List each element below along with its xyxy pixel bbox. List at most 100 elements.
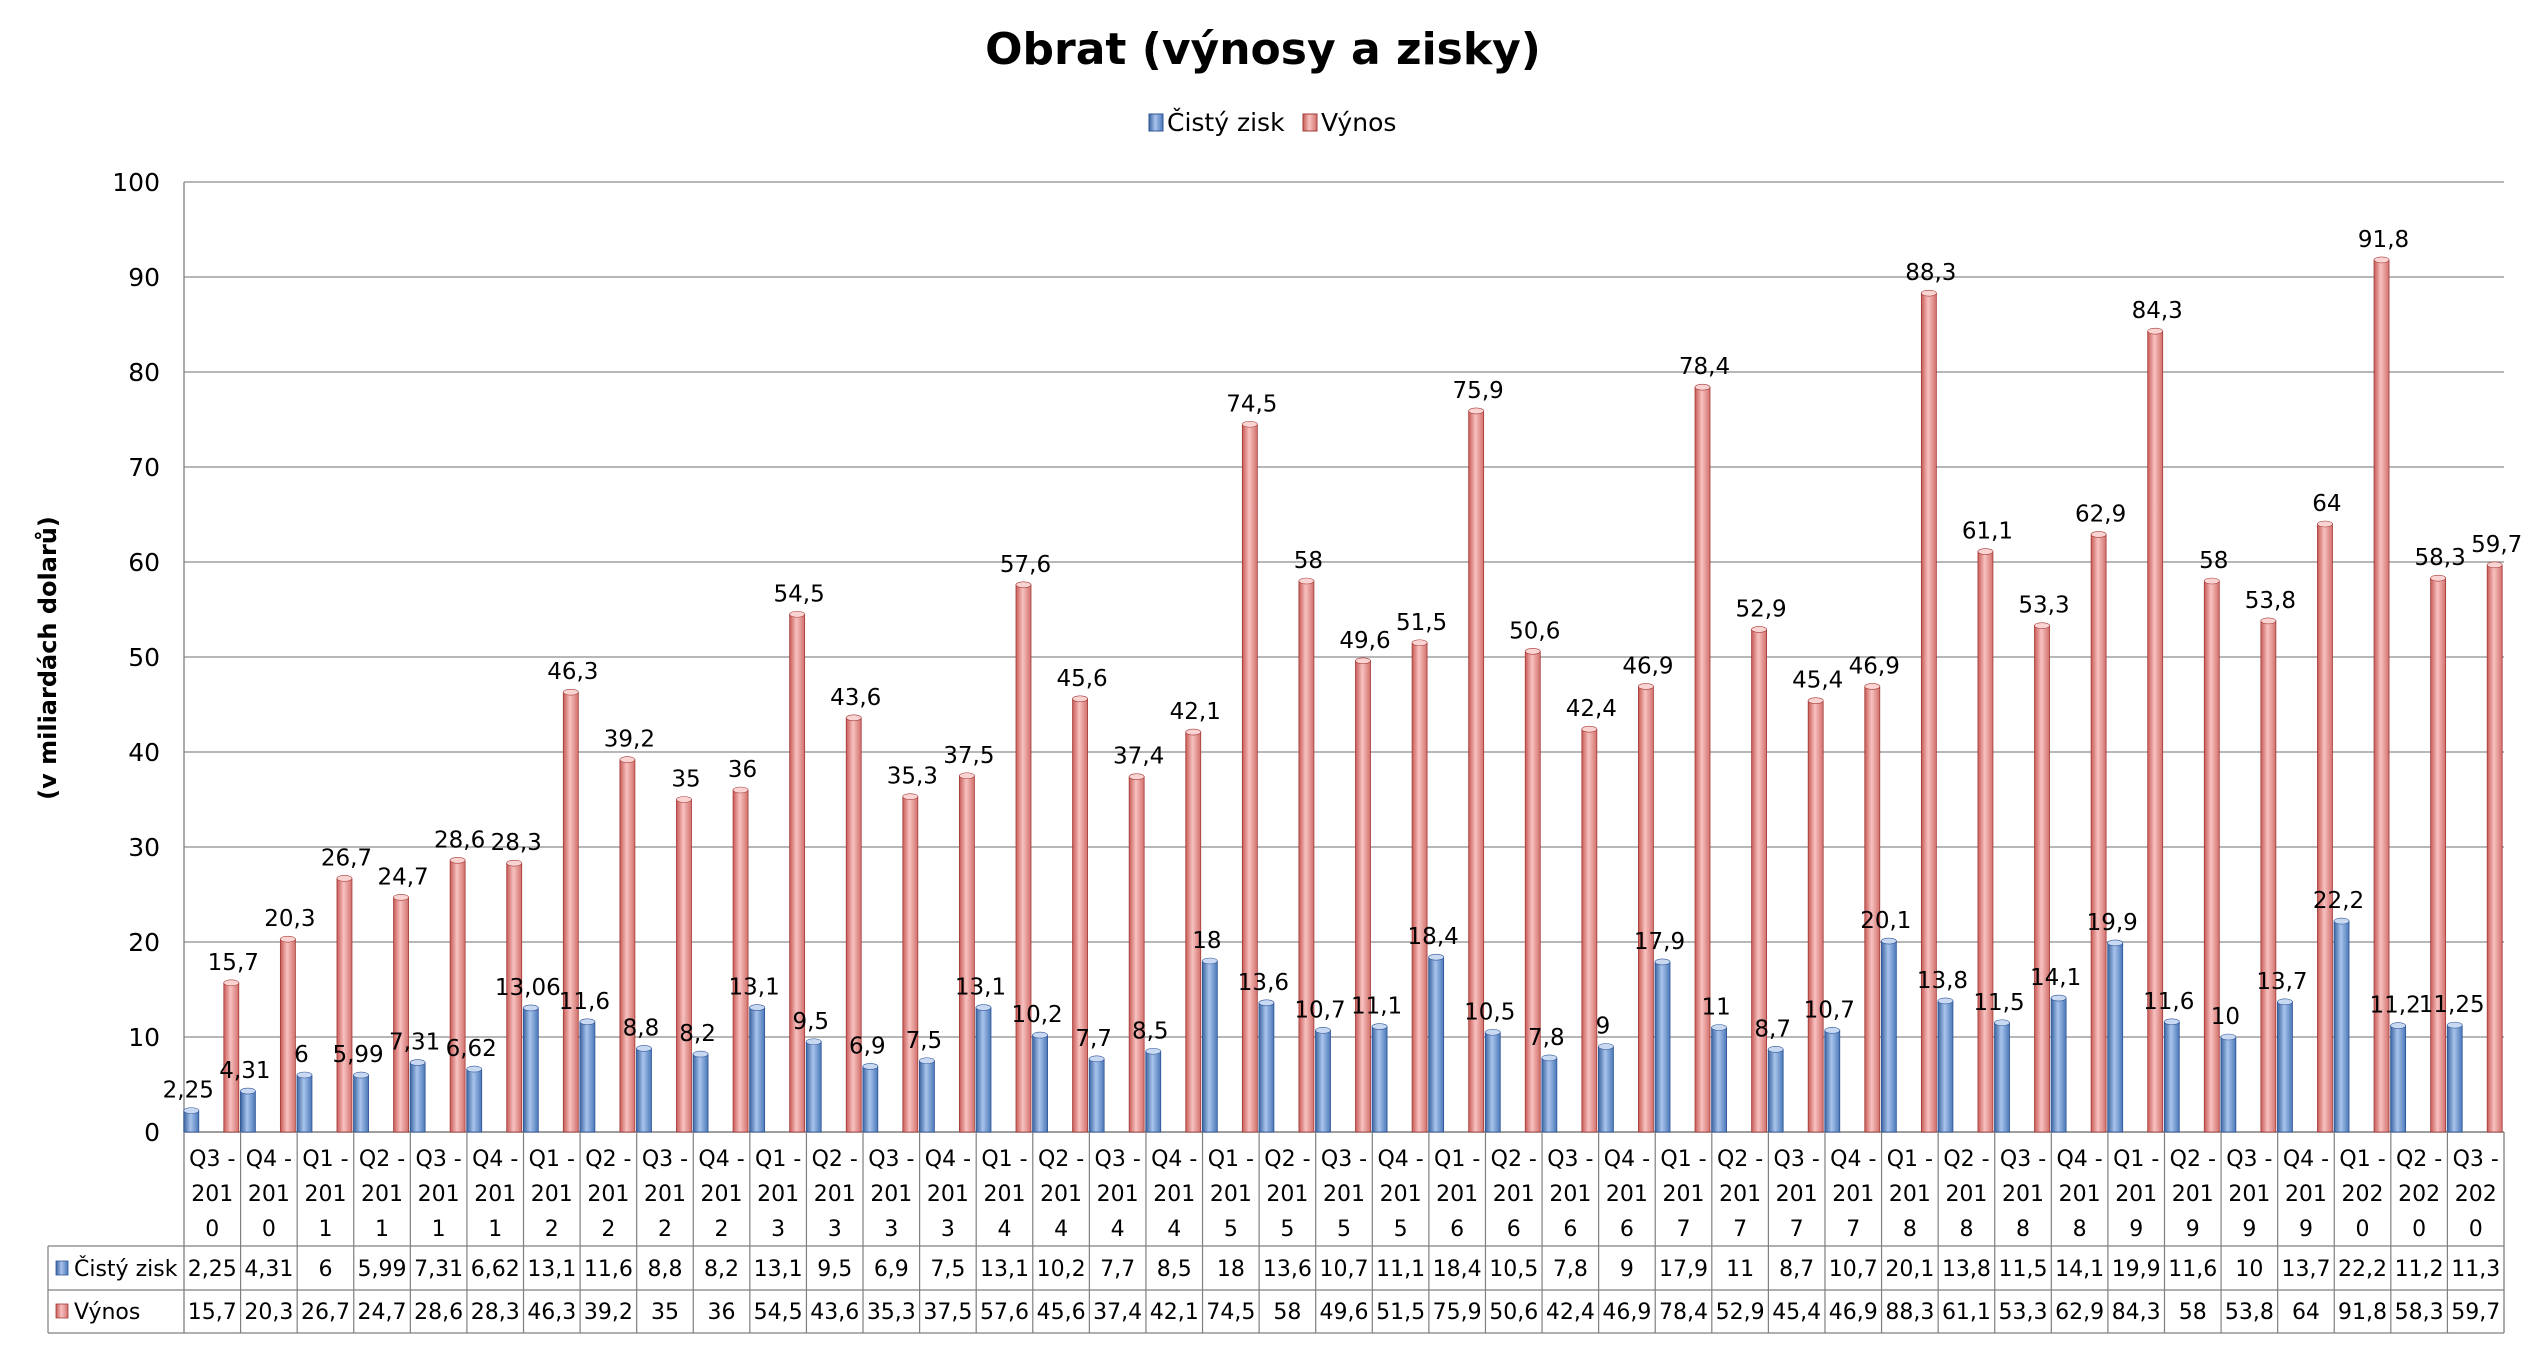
data-label-revenue: 58,3 bbox=[2415, 545, 2466, 571]
category-label: 5 bbox=[1394, 1217, 1408, 1242]
data-label-revenue: 43,6 bbox=[830, 685, 881, 711]
bar-revenue bbox=[336, 877, 353, 1133]
category-label: 201 bbox=[644, 1182, 686, 1207]
bar-profit bbox=[805, 1041, 822, 1133]
table-cell-profit: 13,1 bbox=[980, 1257, 1029, 1282]
table-cell-profit: 11,1 bbox=[1376, 1257, 1425, 1282]
table-cell-profit: 13,7 bbox=[2281, 1257, 2330, 1282]
category-label: 201 bbox=[1380, 1182, 1422, 1207]
bar-cap-profit bbox=[1541, 1054, 1558, 1062]
table-row-label-revenue: Výnos bbox=[74, 1300, 140, 1325]
bar-profit bbox=[2163, 1021, 2180, 1133]
bar-revenue bbox=[1581, 728, 1598, 1133]
category-label: Q3 - bbox=[2226, 1147, 2272, 1172]
bar-cap-profit bbox=[1258, 999, 1275, 1007]
table-cell-revenue: 46,3 bbox=[527, 1300, 576, 1325]
bar-cap-revenue bbox=[449, 856, 466, 864]
category-label: Q3 - bbox=[642, 1147, 688, 1172]
category-label: 9 bbox=[2129, 1217, 2143, 1242]
data-label-profit: 6,62 bbox=[446, 1036, 497, 1062]
table-cell-profit: 9 bbox=[1620, 1257, 1634, 1282]
data-label-profit: 8,2 bbox=[679, 1021, 716, 1047]
bar-profit bbox=[1541, 1057, 1558, 1133]
bar-profit bbox=[919, 1060, 935, 1133]
data-label-profit: 10,2 bbox=[1011, 1002, 1062, 1028]
y-tick-label: 50 bbox=[128, 643, 160, 672]
bar-profit bbox=[579, 1021, 596, 1133]
table-cell-revenue: 53,8 bbox=[2225, 1300, 2274, 1325]
y-tick-label: 60 bbox=[128, 548, 160, 577]
data-label-profit: 6,9 bbox=[849, 1033, 886, 1059]
table-cell-revenue: 35 bbox=[651, 1300, 679, 1325]
data-label-profit: 8,7 bbox=[1754, 1016, 1791, 1042]
bar-revenue bbox=[279, 938, 296, 1133]
data-label-revenue: 88,3 bbox=[1905, 260, 1956, 286]
bar-profit bbox=[353, 1074, 369, 1133]
bar-cap-revenue bbox=[393, 894, 409, 901]
bar-revenue bbox=[902, 796, 919, 1133]
data-label-profit: 11,1 bbox=[1351, 994, 1402, 1020]
category-label: 202 bbox=[2342, 1182, 2384, 1207]
data-label-revenue: 50,6 bbox=[1509, 618, 1560, 644]
bar-revenue bbox=[393, 896, 409, 1133]
data-label-revenue: 61,1 bbox=[1962, 519, 2013, 545]
category-label: 5 bbox=[1224, 1217, 1238, 1242]
data-label-profit: 13,1 bbox=[955, 975, 1006, 1001]
bar-cap-revenue bbox=[2034, 622, 2050, 629]
category-label: 0 bbox=[262, 1217, 276, 1242]
data-label-profit: 13,7 bbox=[2256, 969, 2307, 995]
data-label-revenue: 51,5 bbox=[1396, 610, 1447, 636]
table-cell-revenue: 20,3 bbox=[244, 1300, 293, 1325]
data-label-revenue: 58 bbox=[2199, 548, 2228, 574]
table-cell-revenue: 53,3 bbox=[1999, 1300, 2048, 1325]
bar-cap-profit bbox=[1032, 1031, 1048, 1039]
bar-cap-profit bbox=[1484, 1028, 1501, 1036]
category-label: 201 bbox=[701, 1182, 743, 1207]
bar-cap-revenue bbox=[506, 859, 523, 867]
bar-cap-profit bbox=[296, 1071, 313, 1079]
legend: Čistý zisk Výnos bbox=[1148, 107, 1396, 137]
category-label: Q1 - bbox=[981, 1147, 1027, 1172]
table-cell-profit: 20,1 bbox=[1885, 1257, 1934, 1282]
table-cell-revenue: 64 bbox=[2292, 1300, 2320, 1325]
bar-profit bbox=[1484, 1031, 1501, 1133]
category-label: 4 bbox=[997, 1217, 1011, 1242]
bar-profit bbox=[522, 1007, 539, 1133]
data-label-profit: 13,8 bbox=[1917, 968, 1968, 994]
table-cell-revenue: 58,3 bbox=[2395, 1300, 2444, 1325]
bar-profit bbox=[1598, 1046, 1614, 1133]
bar-profit bbox=[466, 1068, 483, 1133]
bar-revenue bbox=[1355, 660, 1371, 1133]
data-label-revenue: 58 bbox=[1294, 548, 1323, 574]
table-cell-revenue: 91,8 bbox=[2338, 1300, 2387, 1325]
table-cell-revenue: 45,4 bbox=[1772, 1300, 1821, 1325]
data-label-revenue: 37,5 bbox=[943, 743, 994, 769]
bars bbox=[183, 256, 2503, 1133]
category-label: Q4 - bbox=[2283, 1147, 2329, 1172]
category-label: Q1 - bbox=[1887, 1147, 1933, 1172]
category-label: 201 bbox=[1606, 1182, 1648, 1207]
bar-revenue bbox=[676, 799, 692, 1133]
table-cell-revenue: 43,6 bbox=[810, 1300, 859, 1325]
category-label: 6 bbox=[1507, 1217, 1521, 1242]
bar-cap-profit bbox=[2163, 1018, 2180, 1026]
bar-cap-revenue bbox=[902, 793, 919, 800]
data-label-revenue: 52,9 bbox=[1735, 596, 1786, 622]
table-cell-profit: 11,5 bbox=[1999, 1257, 2048, 1282]
category-label: 2 bbox=[658, 1217, 672, 1242]
category-label: 201 bbox=[1153, 1182, 1195, 1207]
y-axis-ticks: 0 10 20 30 40 50 60 70 80 90 100 bbox=[112, 168, 160, 1147]
category-label: Q2 - bbox=[1943, 1147, 1989, 1172]
bar-revenue bbox=[1977, 551, 1994, 1133]
data-label-profit: 11,2 bbox=[2370, 993, 2421, 1019]
category-label: 8 bbox=[1959, 1217, 1973, 1242]
bar-cap-revenue bbox=[2317, 520, 2333, 528]
category-label: 4 bbox=[1167, 1217, 1181, 1242]
data-label-revenue: 42,4 bbox=[1566, 696, 1617, 722]
table-cell-revenue: 57,6 bbox=[980, 1300, 1029, 1325]
category-label: Q1 - bbox=[2339, 1147, 2385, 1172]
data-label-profit: 5,99 bbox=[332, 1042, 383, 1068]
category-label: Q4 - bbox=[246, 1147, 292, 1172]
bar-cap-profit bbox=[2446, 1021, 2463, 1029]
category-label: 201 bbox=[1266, 1182, 1308, 1207]
